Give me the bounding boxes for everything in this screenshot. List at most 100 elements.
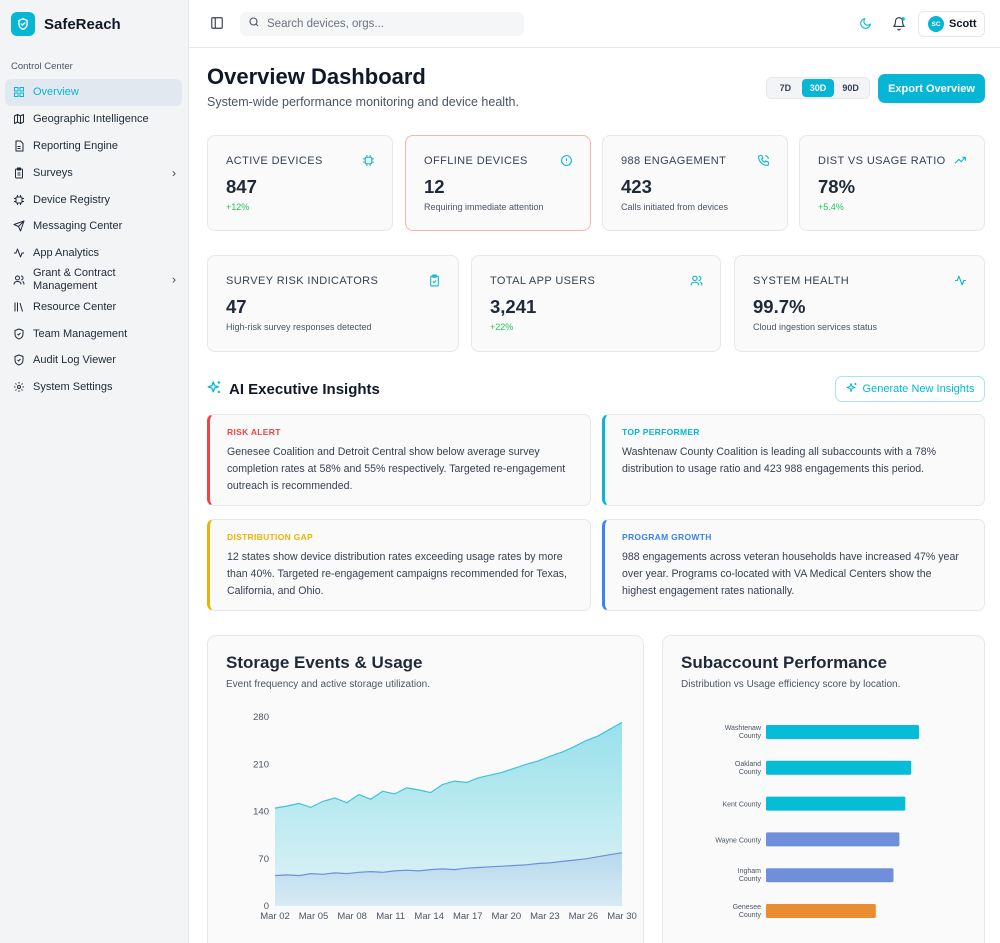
stat-label: OFFLINE DEVICES [424, 155, 528, 167]
x-tick-label: Mar 23 [530, 911, 560, 922]
y-tick-label: 280 [253, 712, 269, 723]
x-tick-label: Mar 08 [337, 911, 367, 922]
sidebar-item-label: Team Management [33, 327, 128, 340]
phone-icon [757, 154, 770, 167]
insight-card-top-performer: TOP PERFORMER Washtenaw County Coalition… [602, 414, 985, 506]
stat-label: SURVEY RISK INDICATORS [226, 275, 379, 287]
info-icon [560, 154, 573, 167]
clipboard-check-icon [428, 274, 441, 287]
stat-value: 3,241 [490, 296, 537, 317]
bar [766, 832, 900, 847]
x-tick-label: Mar 20 [492, 911, 522, 922]
chart-subtitle: Event frequency and active storage utili… [226, 679, 431, 690]
bar-category-label: Kent County [722, 802, 761, 809]
y-tick-label: 140 [253, 807, 269, 818]
storage-events-series-line [274, 721, 623, 809]
sidebar-toggle-icon[interactable] [210, 16, 224, 30]
stat-card-survey-risk[interactable]: SURVEY RISK INDICATORS 47 High-risk surv… [207, 255, 459, 352]
bar-category-label: Washtenaw [725, 725, 762, 732]
stat-card-system-health[interactable]: SYSTEM HEALTH 99.7% Cloud ingestion serv… [734, 255, 985, 352]
moon-icon[interactable] [859, 17, 873, 31]
sidebar-item-reporting-engine[interactable]: Reporting Engine [5, 133, 182, 160]
sidebar-item-overview[interactable]: Overview [5, 79, 182, 106]
sidebar-item-label: Overview [33, 86, 79, 99]
sidebar-item-label: Device Registry [33, 193, 111, 206]
page-subtitle: System-wide performance monitoring and d… [207, 95, 519, 109]
stat-value: 99.7% [753, 296, 806, 317]
insight-text: 988 engagements across veteran household… [622, 551, 959, 597]
map-icon [12, 112, 26, 126]
chip-icon [362, 154, 375, 167]
sidebar-item-audit-log-viewer[interactable]: Audit Log Viewer [5, 347, 182, 374]
sidebar-item-team-management[interactable]: Team Management [5, 320, 182, 347]
sidebar-item-device-registry[interactable]: Device Registry [5, 186, 182, 213]
search-input[interactable] [267, 18, 507, 30]
x-tick-label: Mar 05 [299, 911, 329, 922]
ai-insights-heading: AI Executive Insights [207, 380, 380, 399]
sidebar-item-system-settings[interactable]: System Settings [5, 374, 182, 401]
sidebar-item-geographic-intelligence[interactable]: Geographic Intelligence [5, 106, 182, 133]
range-90d-button[interactable]: 90D [842, 83, 859, 93]
bar-category-label: Oakland [735, 761, 761, 768]
bar [766, 760, 912, 775]
grid-icon [12, 85, 26, 99]
export-overview-button[interactable]: Export Overview [878, 74, 985, 103]
sidebar-item-resource-center[interactable]: Resource Center [5, 293, 182, 320]
chevron-right-icon: › [172, 165, 176, 180]
sidebar-item-label: Surveys [33, 166, 73, 179]
chip-icon [12, 193, 26, 207]
x-tick-label: Mar 11 [376, 911, 405, 922]
shield-logo-icon [11, 12, 35, 36]
stat-card-total-app-users[interactable]: TOTAL APP USERS 3,241 +22% [471, 255, 721, 352]
stat-label: 988 ENGAGEMENT [621, 155, 727, 167]
shield-check-icon [12, 353, 26, 367]
brand[interactable]: SafeReach [11, 12, 121, 36]
page-title: Overview Dashboard [207, 64, 426, 89]
sidebar-item-label: Audit Log Viewer [33, 354, 116, 367]
sidebar-item-label: App Analytics [33, 247, 100, 260]
bar-category-label: Ingham [738, 868, 762, 875]
send-icon [12, 219, 26, 233]
generate-insights-button[interactable]: Generate New Insights [835, 376, 985, 402]
insight-title: TOP PERFORMER [622, 427, 700, 437]
stat-value: 78% [818, 176, 856, 197]
stat-value: 47 [226, 296, 247, 317]
stat-card-active-devices[interactable]: ACTIVE DEVICES 847 +12% [207, 135, 393, 231]
sparkles-icon [846, 382, 858, 397]
x-tick-label: Mar 14 [414, 911, 444, 922]
x-tick-label: Mar 02 [260, 911, 290, 922]
x-tick-label: Mar 30 [607, 911, 637, 922]
report-icon [12, 139, 26, 153]
shield-icon [12, 327, 26, 341]
sidebar-item-messaging-center[interactable]: Messaging Center [5, 213, 182, 240]
stat-card-offline-devices[interactable]: OFFLINE DEVICES 12 Requiring immediate a… [405, 135, 591, 231]
bell-icon[interactable] [892, 16, 906, 31]
sparkles-icon [207, 380, 222, 399]
bar-category-label: County [739, 733, 762, 740]
stat-card-dist-vs-usage[interactable]: DIST VS USAGE RATIO 78% +5.4% [799, 135, 985, 231]
bar-category-label: Wayne County [715, 837, 761, 844]
user-menu-button[interactable]: SC Scott [918, 11, 985, 37]
insight-title: PROGRAM GROWTH [622, 532, 712, 542]
sidebar-item-app-analytics[interactable]: App Analytics [5, 240, 182, 267]
sidebar: SafeReach Control Center Overview Geogra… [0, 0, 189, 943]
users-icon [690, 274, 703, 287]
sidebar-item-label: Messaging Center [33, 220, 123, 233]
stat-value: 12 [424, 176, 445, 197]
insight-text: Washtenaw County Coalition is leading al… [622, 446, 937, 475]
bar-category-label: Genesee [733, 904, 762, 911]
ai-insights-title: AI Executive Insights [229, 381, 380, 398]
stat-change: +12% [226, 202, 250, 212]
stat-description: Requiring immediate attention [424, 202, 544, 212]
stat-label: DIST VS USAGE RATIO [818, 155, 946, 167]
range-7d-button[interactable]: 7D [779, 83, 792, 93]
sidebar-item-label: Reporting Engine [33, 139, 119, 152]
insight-card-risk-alert: RISK ALERT Genesee Coalition and Detroit… [207, 414, 591, 506]
sidebar-item-surveys[interactable]: Surveys › [5, 159, 182, 186]
stat-label: ACTIVE DEVICES [226, 155, 323, 167]
range-30d-button[interactable]: 30D [801, 79, 835, 97]
sidebar-item-grant-contract-management[interactable]: Grant & Contract Management › [5, 267, 182, 294]
stat-card-988-engagement[interactable]: 988 ENGAGEMENT 423 Calls initiated from … [602, 135, 788, 231]
search-box [240, 12, 524, 36]
